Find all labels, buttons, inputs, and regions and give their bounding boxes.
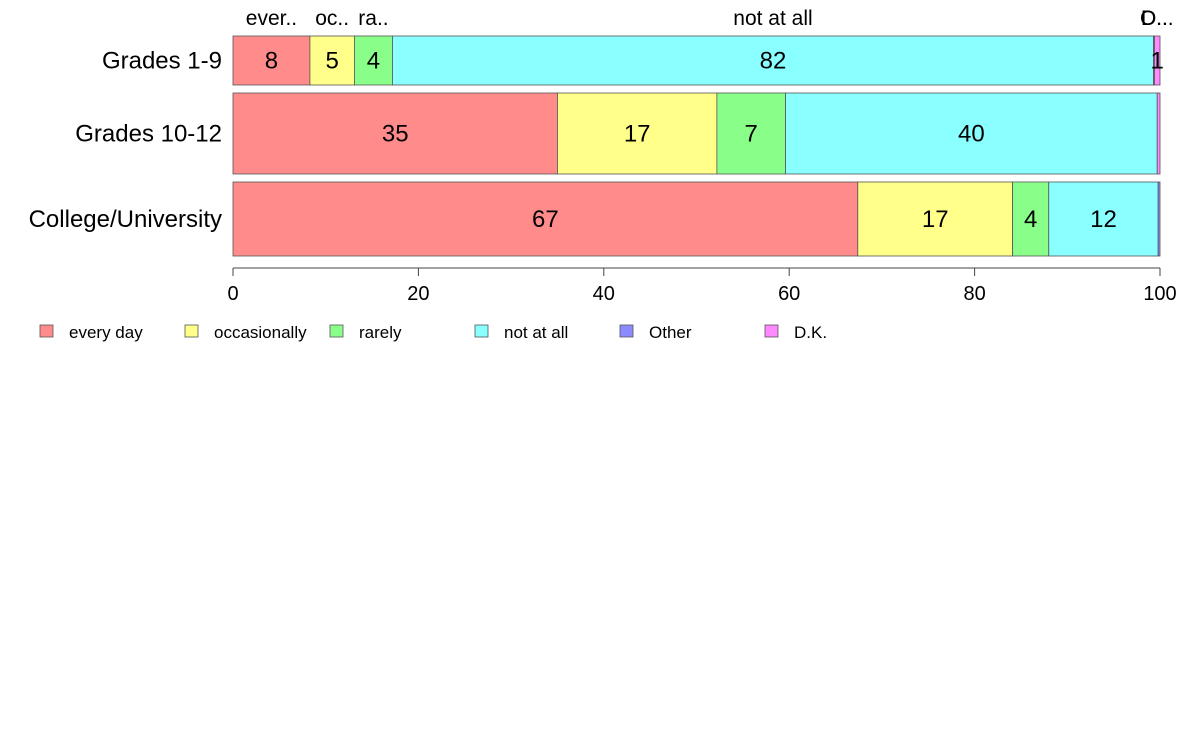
top-segment-label: D...	[1141, 7, 1174, 30]
data-label: 5	[326, 48, 339, 75]
x-tick-label: 100	[1143, 283, 1176, 305]
x-axis: 0 20 40 60 80 100	[227, 267, 1177, 305]
top-segment-label: O..	[1140, 7, 1168, 30]
category-labels: Grades 1-9 Grades 10-12 College/University	[29, 48, 222, 234]
legend-swatch	[474, 324, 489, 338]
x-tick-label: 80	[963, 283, 985, 305]
bar-segment	[232, 92, 558, 175]
bar-segment	[1154, 35, 1161, 86]
top-segment-label: ra..	[358, 7, 388, 30]
legend-swatch	[184, 324, 199, 338]
top-segment-label: not at all	[733, 7, 812, 30]
legend-label: Other	[649, 323, 692, 342]
bar-segment	[392, 35, 1154, 86]
data-label: 4	[1024, 206, 1037, 233]
legend-swatch	[619, 324, 634, 338]
legend: every day occasionally rarely not at all Oth…	[39, 323, 827, 342]
bar-segment	[1012, 181, 1050, 257]
bar-segment	[857, 181, 1014, 257]
bar-segment	[557, 92, 718, 175]
data-label: 7	[745, 121, 758, 148]
bars: 8 5 4 82 1 35 17 7 40 67 17 4 12	[232, 35, 1164, 257]
data-label: 8	[265, 48, 278, 75]
data-label: 35	[382, 121, 409, 148]
x-tick-label: 40	[593, 283, 615, 305]
data-label: 17	[922, 206, 949, 233]
bar-segment	[1156, 92, 1161, 175]
legend-label: D.K.	[794, 323, 827, 342]
legend-swatch	[764, 324, 779, 338]
x-tick-label: 20	[407, 283, 429, 305]
category-label: Grades 10-12	[75, 121, 222, 148]
data-label: 12	[1090, 206, 1117, 233]
legend-swatch	[329, 324, 344, 338]
bar-segment	[1157, 181, 1161, 257]
category-label: Grades 1-9	[102, 48, 222, 75]
x-tick-label: 60	[778, 283, 800, 305]
bar-segment	[309, 35, 355, 86]
top-segment-label: oc..	[315, 7, 349, 30]
legend-label: not at all	[504, 323, 568, 342]
bar-segment	[716, 92, 786, 175]
data-label: 1	[1151, 48, 1164, 75]
category-label: College/University	[29, 206, 222, 233]
legend-label: occasionally	[214, 323, 307, 342]
top-segment-labels: ever.. oc.. ra.. not at all O..D...	[246, 7, 1174, 30]
legend-label: rarely	[359, 323, 402, 342]
x-tick-label: 0	[227, 283, 238, 305]
legend-swatch	[39, 324, 54, 338]
top-segment-label: ever..	[246, 7, 297, 30]
data-label: 82	[760, 48, 787, 75]
bar-segment	[232, 181, 859, 257]
legend-label: every day	[69, 323, 143, 342]
data-label: 4	[367, 48, 380, 75]
data-label: 67	[532, 206, 559, 233]
data-label: 17	[624, 121, 651, 148]
data-label: 40	[958, 121, 985, 148]
